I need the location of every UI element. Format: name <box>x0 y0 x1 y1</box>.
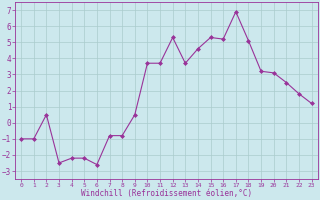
X-axis label: Windchill (Refroidissement éolien,°C): Windchill (Refroidissement éolien,°C) <box>81 189 252 198</box>
